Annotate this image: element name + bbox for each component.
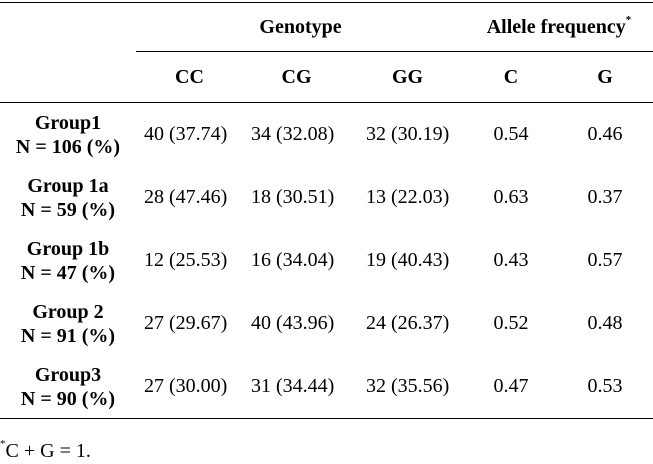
table-footnote: *C + G = 1. [0, 438, 91, 463]
c-frequency: 0.54 [493, 123, 529, 145]
c-frequency: 0.52 [493, 312, 529, 334]
cg-value: 34 (32.08) [251, 123, 335, 145]
g-frequency: 0.48 [587, 312, 623, 334]
group-label: Group 1b N = 47 (%) [0, 229, 136, 292]
table-row: Group3 N = 90 (%) 27 (30.00) 31 (34.44) … [0, 355, 653, 419]
group-count: N = 106 (%) [15, 135, 121, 158]
cg-value: 16 (34.04) [251, 249, 335, 271]
cc-value: 27 (29.67) [144, 312, 228, 334]
cc-value: 27 (30.00) [136, 355, 243, 419]
g-frequency: 0.46 [587, 123, 623, 145]
group-name: Group 1b [26, 237, 110, 260]
allele-footnote-marker: * [625, 13, 632, 26]
column-header-c: C [465, 51, 557, 103]
group-name: Group1 [34, 111, 102, 134]
c-frequency: 0.63 [493, 186, 529, 208]
gg-value: 13 (22.03) [366, 186, 450, 208]
header-row-columns: CC CG GG C G [0, 51, 653, 103]
cc-value: 40 (37.74) [144, 123, 228, 145]
table-top-rule [0, 2, 653, 3]
cc-value: 28 (47.46) [144, 186, 228, 208]
group-label: Group1 N = 106 (%) [0, 103, 136, 167]
cg-value: 18 (30.51) [251, 186, 335, 208]
group-count: N = 59 (%) [20, 198, 116, 221]
group-label: Group3 N = 90 (%) [0, 355, 136, 419]
genotype-table-container: Genotype Allele frequency* CC CG GG C G … [0, 2, 653, 419]
gg-value: 32 (35.56) [350, 355, 465, 419]
table-row: Group1 N = 106 (%) 40 (37.74) 34 (32.08)… [0, 103, 653, 167]
group-name: Group3 [34, 363, 102, 386]
table-row: Group 2 N = 91 (%) 27 (29.67) 40 (43.96)… [0, 292, 653, 355]
table-row: Group 1b N = 47 (%) 12 (25.53) 16 (34.04… [0, 229, 653, 292]
g-frequency: 0.57 [587, 249, 623, 271]
gg-value: 24 (26.37) [366, 312, 450, 334]
genotype-header: Genotype [136, 3, 465, 52]
cg-value: 31 (34.44) [243, 355, 350, 419]
c-frequency: 0.43 [493, 249, 529, 271]
column-header-g: G [557, 51, 653, 103]
allele-frequency-header: Allele frequency* [465, 3, 653, 52]
header-blank-cell [0, 51, 136, 103]
gg-value: 32 (30.19) [366, 123, 450, 145]
g-frequency: 0.37 [587, 186, 623, 208]
allele-frequency-label: Allele frequency [486, 15, 626, 38]
cc-value: 12 (25.53) [144, 249, 228, 271]
table-row: Group 1a N = 59 (%) 28 (47.46) 18 (30.51… [0, 166, 653, 229]
column-header-gg: GG [350, 51, 465, 103]
footnote-text: C + G = 1. [5, 440, 91, 462]
cg-value: 40 (43.96) [251, 312, 335, 334]
header-row-groups: Genotype Allele frequency* [0, 3, 653, 52]
c-frequency: 0.47 [465, 355, 557, 419]
group-name: Group 2 [32, 300, 104, 323]
group-count: N = 47 (%) [20, 261, 116, 284]
footnote-marker: * [0, 438, 6, 450]
group-count: N = 90 (%) [20, 387, 116, 410]
group-label: Group 2 N = 91 (%) [0, 292, 136, 355]
header-blank-cell [0, 3, 136, 52]
column-header-cg: CG [243, 51, 350, 103]
group-label: Group 1a N = 59 (%) [0, 166, 136, 229]
group-name: Group 1a [27, 174, 109, 197]
group-count: N = 91 (%) [20, 324, 116, 347]
g-frequency: 0.53 [557, 355, 653, 419]
genotype-allele-table: Genotype Allele frequency* CC CG GG C G … [0, 2, 653, 419]
column-header-cc: CC [136, 51, 243, 103]
gg-value: 19 (40.43) [366, 249, 450, 271]
